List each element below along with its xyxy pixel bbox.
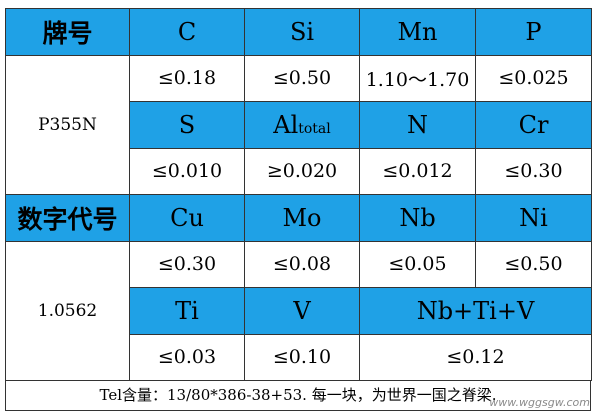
value-n: ≤0.012 — [359, 147, 476, 195]
value-al-total: ≥0.020 — [244, 147, 360, 195]
col-header-ti: Ti — [129, 287, 245, 335]
value-mn: 1.10～1.70 — [359, 54, 476, 102]
value-nb: ≤0.05 — [359, 240, 476, 288]
value-si: ≤0.50 — [244, 54, 360, 102]
value-s: ≤0.010 — [129, 147, 245, 195]
number-label-cell: 数字代号 — [5, 194, 130, 242]
row1-values: P355N ≤0.18 ≤0.50 1.10～1.70 ≤0.025 — [5, 54, 592, 195]
col-header-v: V — [244, 287, 360, 335]
col-header-mo: Mo — [244, 194, 360, 242]
row2-headers: S Altotal N Cr — [6, 101, 592, 149]
al-main-text: Al — [273, 110, 299, 139]
col-header-p: P — [475, 8, 592, 56]
chemical-composition-table: 牌号 C Si Mn P P355N ≤0.18 ≤0.50 1.10～1.70… — [5, 8, 592, 381]
row2-values: ≤0.010 ≥0.020 ≤0.012 ≤0.30 — [6, 147, 592, 195]
value-c: ≤0.18 — [129, 54, 245, 102]
grade-label-cell: 牌号 — [5, 8, 130, 56]
value-mo: ≤0.08 — [244, 240, 360, 288]
grade-value-cell: P355N — [5, 54, 130, 195]
col-header-al-total: Altotal — [244, 101, 360, 149]
col-header-s: S — [129, 101, 245, 149]
col-header-nb: Nb — [359, 194, 476, 242]
col-header-c: C — [129, 8, 245, 56]
col-header-cr: Cr — [475, 101, 592, 149]
footnote: Tel含量：13/80*386-38+53. 每一块，为世界一国之脊梁. — [5, 381, 591, 411]
value-cr: ≤0.30 — [475, 147, 592, 195]
row3-values: 1.0562 ≤0.30 ≤0.08 ≤0.05 ≤0.50 — [5, 240, 592, 381]
row4-headers: Ti V Nb+Ti+V — [6, 287, 592, 335]
number-value-cell: 1.0562 — [5, 240, 130, 381]
col-header-mn: Mn — [359, 8, 476, 56]
col-header-ni: Ni — [475, 194, 592, 242]
al-sub-text: total — [298, 120, 331, 137]
value-ti: ≤0.03 — [129, 333, 245, 381]
col-header-nb-ti-v: Nb+Ti+V — [359, 287, 592, 335]
row4-values: ≤0.03 ≤0.10 ≤0.12 — [6, 333, 592, 381]
value-p: ≤0.025 — [475, 54, 592, 102]
col-header-n: N — [359, 101, 476, 149]
row3-headers: 数字代号 Cu Mo Nb Ni — [5, 194, 592, 242]
value-nb-ti-v: ≤0.12 — [359, 333, 592, 381]
header-row: 牌号 C Si Mn P — [5, 8, 592, 56]
col-header-si: Si — [244, 8, 360, 56]
value-cu: ≤0.30 — [129, 240, 245, 288]
value-v: ≤0.10 — [244, 333, 360, 381]
value-ni: ≤0.50 — [475, 240, 592, 288]
watermark-text: www.wggsgw.com — [489, 396, 590, 409]
col-header-cu: Cu — [129, 194, 245, 242]
